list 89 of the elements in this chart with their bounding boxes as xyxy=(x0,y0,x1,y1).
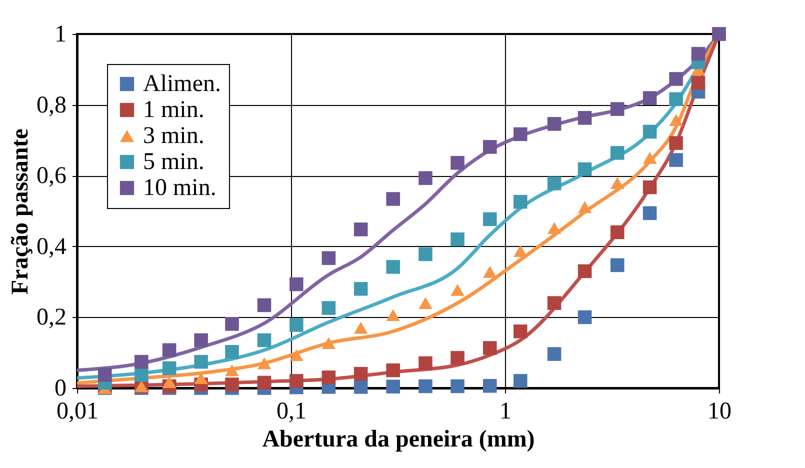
point xyxy=(547,176,562,190)
point xyxy=(642,206,657,220)
point xyxy=(418,247,432,262)
point xyxy=(257,298,272,312)
point xyxy=(513,127,528,142)
point xyxy=(513,245,528,257)
point xyxy=(257,333,272,348)
legend-label: 10 min. xyxy=(143,175,216,201)
point xyxy=(386,380,400,394)
point xyxy=(418,379,432,394)
x-tick-label: 0,1 xyxy=(276,398,306,424)
point xyxy=(483,341,497,355)
point xyxy=(386,260,400,274)
x-tick-label: 10 xyxy=(708,398,732,424)
point xyxy=(642,152,657,164)
point xyxy=(418,356,432,370)
point xyxy=(225,378,239,392)
point xyxy=(547,222,562,234)
point xyxy=(386,363,400,378)
point xyxy=(162,376,176,388)
point xyxy=(513,324,528,338)
point xyxy=(162,361,176,376)
point xyxy=(547,296,562,310)
point xyxy=(578,201,592,214)
point xyxy=(642,124,657,139)
point xyxy=(513,194,528,209)
y-tick-label: 0,6 xyxy=(36,163,66,190)
point xyxy=(290,318,304,332)
point xyxy=(98,368,112,382)
point xyxy=(386,309,400,322)
point xyxy=(450,379,464,394)
point xyxy=(386,192,400,206)
point xyxy=(578,111,592,125)
point xyxy=(610,225,624,240)
point xyxy=(418,171,432,185)
point xyxy=(578,310,592,324)
x-tick-label: 1 xyxy=(500,398,512,424)
point xyxy=(610,177,624,190)
legend-label: Alimen. xyxy=(143,71,221,97)
point xyxy=(354,322,368,334)
legend-label: 1 min. xyxy=(143,97,204,123)
point xyxy=(578,264,592,278)
point xyxy=(257,376,272,390)
point xyxy=(322,370,336,384)
point xyxy=(354,222,368,236)
point xyxy=(450,232,464,246)
point xyxy=(354,282,368,296)
point xyxy=(194,333,208,348)
point xyxy=(322,251,336,265)
point xyxy=(290,349,304,362)
point xyxy=(547,117,562,131)
x-tick-label: 0,01 xyxy=(56,398,98,424)
y-tick-label: 1 xyxy=(54,22,66,48)
legend-label: 5 min. xyxy=(143,149,204,175)
point xyxy=(483,140,497,154)
point xyxy=(578,162,592,176)
legend-label: 3 min. xyxy=(143,123,204,149)
point xyxy=(450,351,464,365)
y-tick-label: 0,4 xyxy=(36,234,66,260)
point xyxy=(418,297,432,310)
point xyxy=(610,258,624,272)
point xyxy=(194,354,208,369)
point xyxy=(322,337,336,350)
point xyxy=(225,345,239,359)
y-tick-label: 0,8 xyxy=(36,92,66,118)
point xyxy=(483,212,497,226)
point xyxy=(162,343,176,358)
point xyxy=(354,366,368,381)
point xyxy=(483,266,497,278)
point xyxy=(642,180,657,194)
point xyxy=(257,357,272,370)
point xyxy=(290,374,304,388)
point xyxy=(610,146,624,160)
point xyxy=(513,374,528,388)
point xyxy=(225,364,239,376)
point xyxy=(290,277,304,292)
y-tick-label: 0 xyxy=(54,376,66,402)
y-axis-title: Fração passante xyxy=(8,128,34,294)
point xyxy=(354,380,368,394)
point xyxy=(322,301,336,315)
point xyxy=(450,156,464,170)
point xyxy=(642,91,657,105)
point xyxy=(547,347,562,361)
point xyxy=(450,284,464,296)
point xyxy=(610,102,624,116)
point xyxy=(225,317,239,331)
x-axis-title: Abertura da peneira (mm) xyxy=(262,426,535,452)
y-tick-label: 0,2 xyxy=(36,304,66,331)
point xyxy=(483,378,497,393)
